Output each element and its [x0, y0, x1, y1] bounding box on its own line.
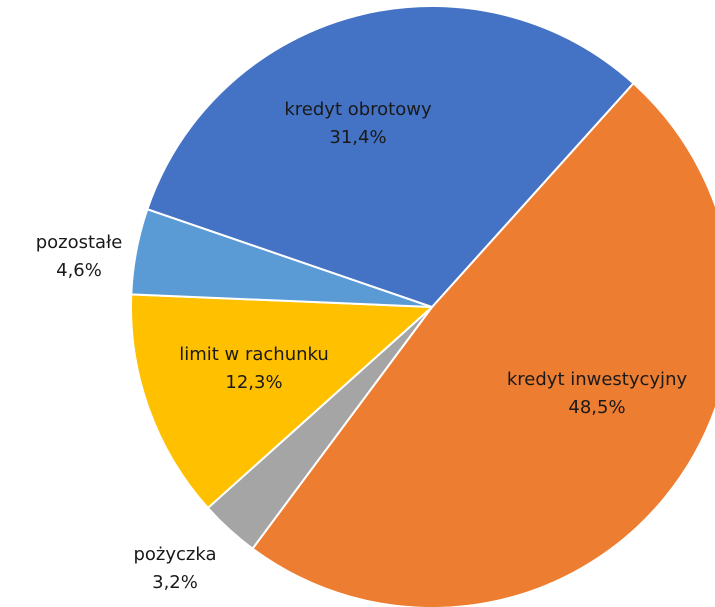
- pie-slice: [130, 293, 435, 510]
- slice-value: 4,6%: [56, 260, 102, 281]
- slice-label: pozostałe: [36, 232, 123, 253]
- slice-label: limit w rachunku: [179, 344, 329, 365]
- slice-value: 31,4%: [329, 127, 386, 148]
- pie-slice: [251, 81, 715, 607]
- slice-value: 3,2%: [152, 572, 198, 593]
- slice-value: 12,3%: [225, 372, 282, 393]
- pie-slice: [146, 5, 635, 309]
- slice-value: 48,5%: [568, 397, 625, 418]
- slice-label: kredyt inwestycyjny: [507, 369, 688, 390]
- slice-label: kredyt obrotowy: [284, 99, 432, 120]
- slice-label: pożyczka: [133, 544, 216, 565]
